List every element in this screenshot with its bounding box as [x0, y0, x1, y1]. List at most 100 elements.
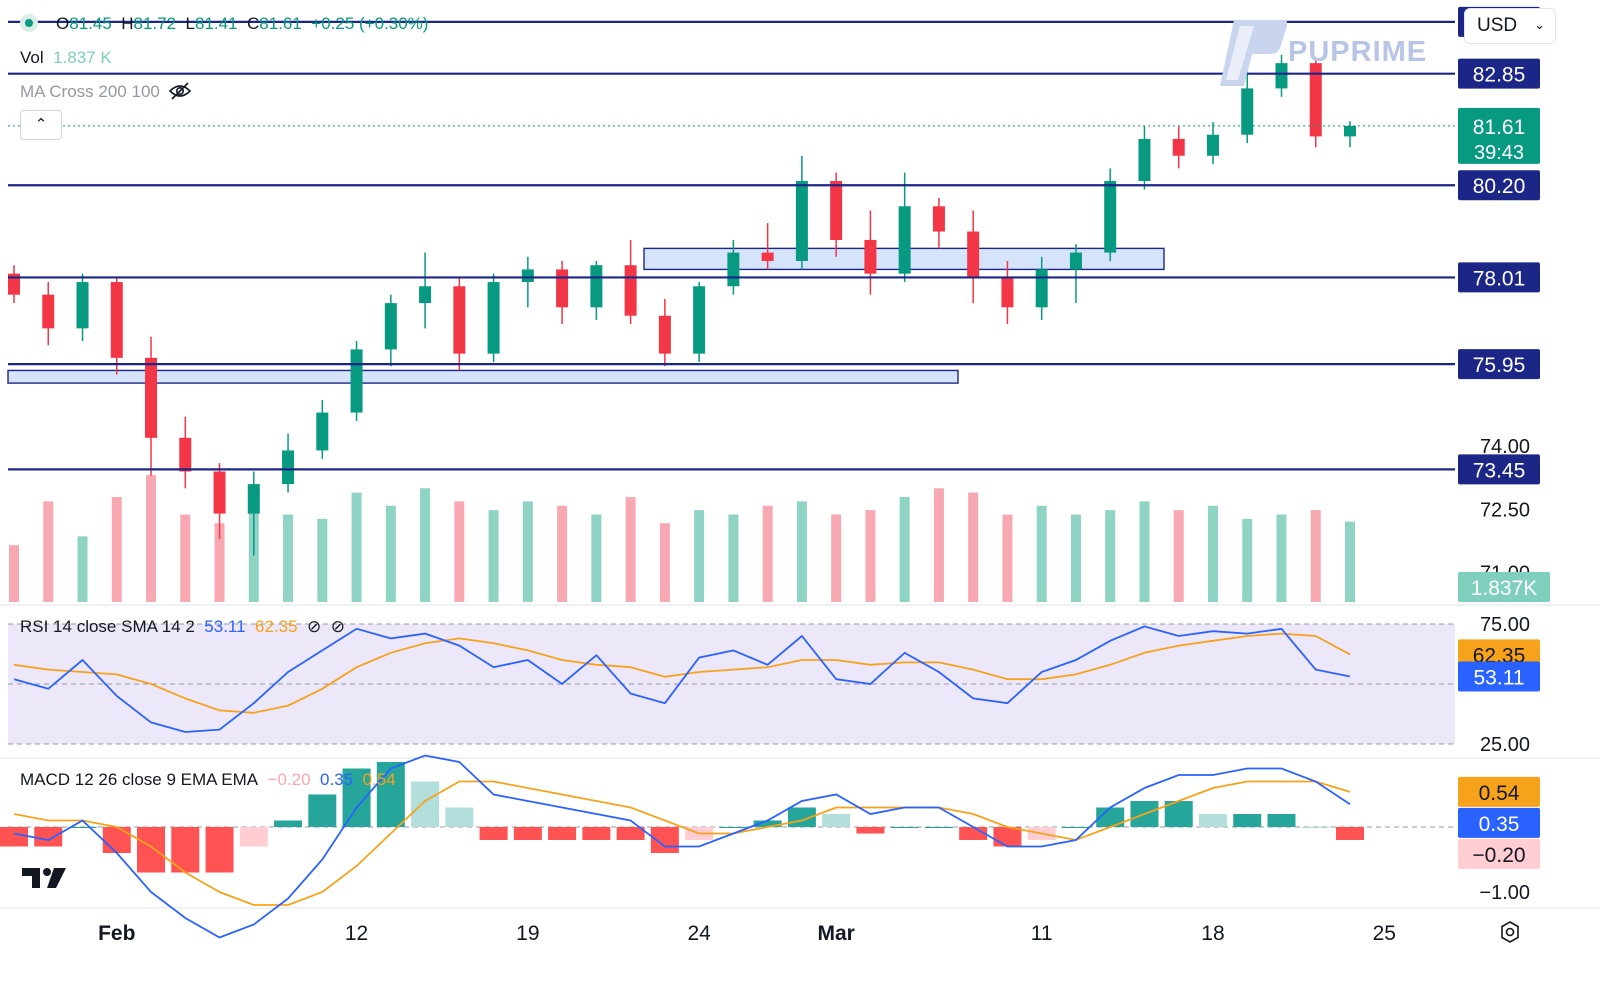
- volume-bar: [1036, 505, 1047, 602]
- volume-bar: [351, 492, 362, 602]
- level-badge: [1458, 262, 1540, 293]
- candle-body: [693, 286, 706, 354]
- candle-body: [1344, 125, 1356, 137]
- volume-bar: [1276, 514, 1287, 602]
- rsi-tick-label: 25.00: [1480, 734, 1530, 756]
- candle-body: [1069, 252, 1082, 270]
- macd-histogram-bar: [719, 827, 748, 828]
- volume-bar: [1139, 501, 1150, 602]
- macd-histogram-bar: [411, 781, 440, 827]
- macd-line: [13, 754, 1351, 939]
- rsi-legend-value: 53.11: [204, 617, 246, 636]
- candle-body: [898, 206, 911, 274]
- volume-badge-label: 1.837K: [1471, 577, 1538, 600]
- chevron-up-icon: ⌃: [34, 116, 48, 133]
- macd-histogram-bar: [582, 827, 611, 840]
- volume-bar: [933, 488, 944, 602]
- market-status-icon: [20, 14, 38, 32]
- rsi-legend[interactable]: RSI 14 close SMA 14 2 53.11 62.35 ⊘ ⊘: [20, 617, 345, 637]
- macd-histogram-bar: [1061, 827, 1090, 828]
- volume-bar: [317, 518, 328, 602]
- open-value: 81.45: [69, 14, 112, 33]
- volume-bar: [694, 510, 705, 602]
- macd-histogram-bar: [1096, 807, 1125, 827]
- volume-bar: [180, 514, 191, 602]
- high-label: H: [121, 14, 134, 33]
- candle-body: [282, 450, 295, 485]
- time-axis-label: 25: [1373, 922, 1396, 945]
- macd-histogram-bar: [102, 827, 131, 853]
- rsi-badge-label: 53.11: [1474, 667, 1525, 690]
- eye-hidden-icon[interactable]: [168, 81, 192, 101]
- high-value: 81.72: [133, 14, 177, 33]
- candle-body: [1241, 88, 1254, 135]
- macd-histogram-bar: [548, 827, 577, 840]
- current-price-label: 81.61: [1473, 116, 1526, 139]
- candle-body: [1035, 269, 1048, 308]
- candle-body: [830, 181, 843, 240]
- macd-histogram-bar: [1267, 814, 1296, 827]
- candle-body: [727, 252, 740, 287]
- candle-body: [1172, 138, 1185, 156]
- candle-body: [487, 282, 500, 354]
- macd-histogram-bar: [274, 820, 303, 827]
- open-label: O: [56, 14, 70, 33]
- candle-body: [42, 294, 55, 329]
- macd-histogram-bar: [479, 827, 508, 840]
- candle-body: [350, 349, 363, 413]
- macd-value-badge: [1458, 807, 1540, 838]
- rsi-badge: [1458, 661, 1540, 692]
- candle-body: [864, 239, 877, 274]
- macd-histogram-bar: [616, 827, 645, 840]
- candle-body: [1206, 134, 1219, 156]
- price-zone: [7, 369, 959, 384]
- time-axis-label: 24: [687, 922, 711, 945]
- candle-body: [110, 282, 123, 358]
- time-axis-label: 11: [1031, 922, 1053, 945]
- macd-signal-badge-label: 0.54: [1479, 782, 1520, 805]
- volume-label: Vol: [20, 48, 44, 67]
- level-badge: [1458, 454, 1540, 485]
- macd-histogram-bar: [513, 827, 542, 840]
- time-axis-label: 18: [1201, 922, 1224, 945]
- volume-bar: [968, 492, 979, 602]
- macd-legend[interactable]: MACD 12 26 close 9 EMA EMA −0.20 0.35 0.…: [20, 770, 396, 790]
- currency-select[interactable]: USD ⌄: [1464, 8, 1556, 44]
- puprime-logo-icon: [1220, 20, 1288, 86]
- macd-histogram-bar: [0, 827, 28, 847]
- volume-bar: [591, 514, 602, 602]
- volume-bar: [1002, 514, 1013, 602]
- volume-bar: [762, 505, 773, 602]
- volume-bar: [454, 501, 465, 602]
- ma-cross-legend[interactable]: MA Cross 200 100: [20, 81, 192, 102]
- macd-histogram-bar: [34, 827, 63, 847]
- candle-body: [590, 265, 603, 308]
- macd-histogram-bar: [1336, 827, 1364, 840]
- volume-legend[interactable]: Vol 1.837 K: [20, 48, 112, 68]
- close-label: C: [246, 14, 260, 33]
- macd-histogram-bar: [924, 827, 953, 828]
- low-label: L: [185, 14, 195, 33]
- currency-value: USD: [1477, 15, 1518, 36]
- macd-histogram-bar: [308, 794, 337, 827]
- candle-body: [624, 265, 637, 316]
- macd-histogram-bar: [376, 762, 405, 827]
- volume-badge: [1458, 572, 1550, 602]
- settings-icon[interactable]: [1498, 920, 1522, 944]
- candle-body: [967, 231, 980, 278]
- volume-bar: [9, 545, 19, 602]
- collapse-legend-button[interactable]: ⌃: [20, 110, 62, 140]
- macd-legend-macd: 0.35: [320, 770, 354, 789]
- volume-bar: [728, 514, 739, 602]
- volume-bar: [625, 497, 636, 602]
- candle-body: [556, 269, 569, 308]
- macd-histogram-bar: [1198, 814, 1227, 827]
- ma-cross-label: MA Cross 200 100: [20, 82, 160, 101]
- volume-bar: [77, 536, 88, 602]
- candle-body: [179, 437, 192, 472]
- level-badge: [1458, 170, 1540, 201]
- volume-bar: [1345, 521, 1355, 602]
- candle-body: [316, 412, 329, 451]
- macd-histogram-bar: [239, 827, 268, 847]
